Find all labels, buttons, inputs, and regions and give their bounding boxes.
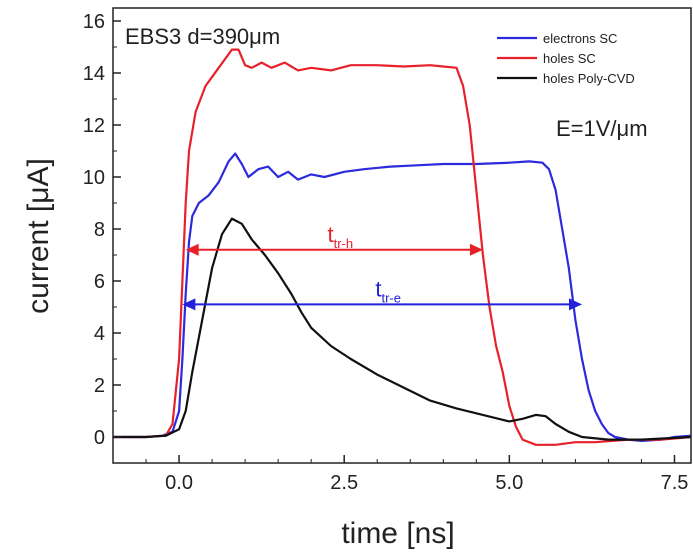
arrow-head-right xyxy=(569,298,583,311)
duration-arrows: ttr-h ttr-e xyxy=(182,222,583,311)
plot-data-layer xyxy=(113,48,692,446)
y-tick-label: 14 xyxy=(83,63,105,85)
arrow-label: ttr-h xyxy=(327,222,353,251)
field-annotation: E=1V/μm xyxy=(556,116,648,141)
plot-frame xyxy=(112,7,692,464)
x-axis-title: time [ns] xyxy=(341,517,454,550)
y-tick-label: 10 xyxy=(83,167,105,189)
axis-ticks: 0.0 2.5 5.0 7.5 0 2 4 6 8 10 12 14 16 xyxy=(83,11,689,494)
legend-entry: holes Poly-CVD xyxy=(543,71,635,86)
x-tick-label: 2.5 xyxy=(330,472,358,494)
arrow-head-left xyxy=(185,243,199,256)
legend-entry: holes SC xyxy=(543,51,596,66)
y-tick-label: 16 xyxy=(83,11,105,33)
series-line-holes-sc xyxy=(113,48,692,446)
y-tick-label: 8 xyxy=(94,219,105,241)
y-tick-label: 12 xyxy=(83,115,105,137)
arrow-head-left xyxy=(182,298,196,311)
sample-annotation: EBS3 d=390μm xyxy=(125,24,280,49)
x-tick-label: 5.0 xyxy=(495,472,523,494)
y-tick-label: 6 xyxy=(94,271,105,293)
x-tick-label: 7.5 xyxy=(661,472,689,494)
legend: electrons SC holes SC holes Poly-CVD xyxy=(497,31,635,86)
y-axis-title: current [μA] xyxy=(22,158,55,314)
y-tick-label: 2 xyxy=(94,375,105,397)
arrow-head-right xyxy=(469,243,483,256)
x-tick-label: 0.0 xyxy=(165,472,193,494)
arrow-label: ttr-e xyxy=(375,276,401,305)
y-tick-label: 0 xyxy=(94,427,105,449)
y-tick-label: 4 xyxy=(94,323,105,345)
legend-entry: electrons SC xyxy=(543,31,617,46)
series-line-holes-poly-cvd xyxy=(113,217,692,441)
series-line-electrons-sc xyxy=(113,152,692,442)
